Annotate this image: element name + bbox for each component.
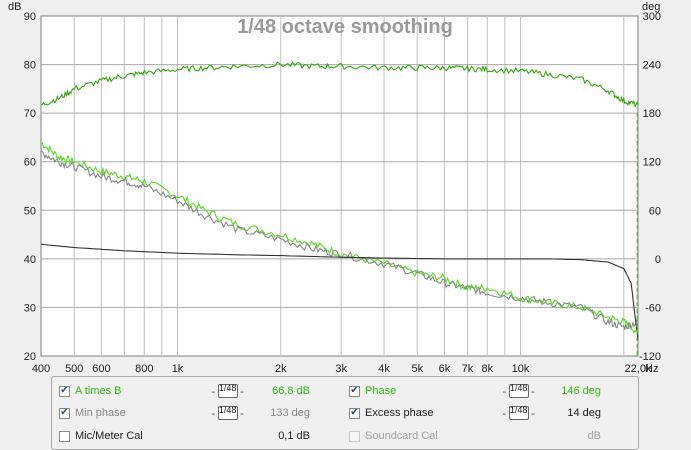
x-tick-label: 22,0k xyxy=(625,363,652,375)
chart-plot: 400 500 600 800 1k 2k 3k 4k 5k 6k 7k 8k 10k 22,0k2030… xyxy=(8,1,661,375)
x-tick-label: 1k xyxy=(172,363,184,375)
y-left-tick-label: 90 xyxy=(24,11,36,23)
checkbox-min-phase[interactable]: ✔ xyxy=(59,407,70,419)
y-right-tick-label: 60 xyxy=(649,205,661,217)
smoothing-icon: 1/48 xyxy=(508,384,529,398)
checkbox-mic-meter-cal[interactable] xyxy=(59,430,70,442)
x-tick-label: 7k xyxy=(462,363,474,375)
x-tick-label: 800 xyxy=(135,363,153,375)
x-tick-label: 6k xyxy=(439,363,451,375)
legend-a-times-b[interactable]: ✔ A times B xyxy=(59,382,121,400)
x-tick-label: 400 xyxy=(32,363,50,375)
y-left-unit: dB xyxy=(8,1,21,13)
label-phase: Phase xyxy=(365,385,397,397)
y-right-tick-label: -120 xyxy=(639,351,661,363)
x-tick-label: 500 xyxy=(65,363,83,375)
legend-excess-phase[interactable]: ✔ Excess phase xyxy=(349,404,433,422)
legend-phase[interactable]: ✔ Phase xyxy=(349,382,396,400)
y-left-tick-label: 50 xyxy=(24,205,36,217)
y-left-tick-label: 60 xyxy=(24,157,36,169)
x-tick-label: 3k xyxy=(335,363,347,375)
label-excess-phase: Excess phase xyxy=(365,407,434,419)
x-tick-label: 5k xyxy=(411,363,423,375)
y-left-tick-label: 80 xyxy=(24,60,36,72)
legend-min-phase[interactable]: ✔ Min phase xyxy=(59,404,126,422)
y-left-tick-label: 40 xyxy=(24,254,36,266)
label-a-times-b: A times B xyxy=(75,385,122,397)
value-mic-meter-cal: 0,1 dB xyxy=(278,430,310,442)
y-right-tick-label: 120 xyxy=(643,157,661,169)
y-left-tick-label: 30 xyxy=(24,302,36,314)
checkbox-soundcard-cal[interactable] xyxy=(349,430,360,442)
y-right-tick-label: -60 xyxy=(645,302,661,314)
y-left-tick-label: 70 xyxy=(24,108,36,120)
x-tick-label: 2k xyxy=(275,363,287,375)
y-right-tick-label: 180 xyxy=(643,108,661,120)
checkbox-a-times-b[interactable]: ✔ xyxy=(59,385,70,397)
smoothing-excess-phase[interactable]: -1/48- xyxy=(501,405,537,420)
checkbox-phase[interactable]: ✔ xyxy=(349,385,360,397)
legend-panel: ✔ A times B -1/48- 66,8 dB ✔ Phase -1/48… xyxy=(51,376,639,450)
smoothing-icon: 1/48 xyxy=(217,406,238,420)
value-excess-phase: 14 deg xyxy=(567,407,601,419)
series-line-phase xyxy=(40,61,639,108)
y-right-tick-label: 240 xyxy=(643,60,661,72)
value-phase: 146 deg xyxy=(561,385,601,397)
legend-mic-meter-cal[interactable]: Mic/Meter Cal xyxy=(59,427,143,445)
smoothing-phase[interactable]: -1/48- xyxy=(501,383,537,398)
x-tick-label: 600 xyxy=(92,363,110,375)
y-right-tick-label: 300 xyxy=(643,11,661,23)
chart-title: 1/48 octave smoothing xyxy=(237,16,453,38)
label-mic-meter-cal: Mic/Meter Cal xyxy=(75,430,143,442)
smoothing-a-times-b[interactable]: -1/48- xyxy=(210,383,246,398)
y-left-tick-label: 20 xyxy=(24,351,36,363)
smoothing-min-phase[interactable]: -1/48- xyxy=(210,405,246,420)
smoothing-icon: 1/48 xyxy=(508,406,529,420)
y-right-tick-label: 0 xyxy=(655,254,661,266)
x-tick-label: 4k xyxy=(378,363,390,375)
value-min-phase: 133 deg xyxy=(270,407,310,419)
x-unit: Hz xyxy=(645,363,658,375)
smoothing-icon: 1/48 xyxy=(217,384,238,398)
value-soundcard-cal: dB xyxy=(587,430,601,442)
x-tick-label: 10k xyxy=(512,363,530,375)
x-tick-label: 8k xyxy=(481,363,493,375)
checkbox-excess-phase[interactable]: ✔ xyxy=(349,407,360,419)
series-line-excess-phase xyxy=(40,243,639,340)
value-a-times-b: 66,8 dB xyxy=(272,385,310,397)
legend-soundcard-cal[interactable]: Soundcard Cal xyxy=(349,427,438,445)
label-min-phase: Min phase xyxy=(75,407,126,419)
y-right-unit: deg xyxy=(642,1,660,13)
label-soundcard-cal: Soundcard Cal xyxy=(365,430,438,442)
